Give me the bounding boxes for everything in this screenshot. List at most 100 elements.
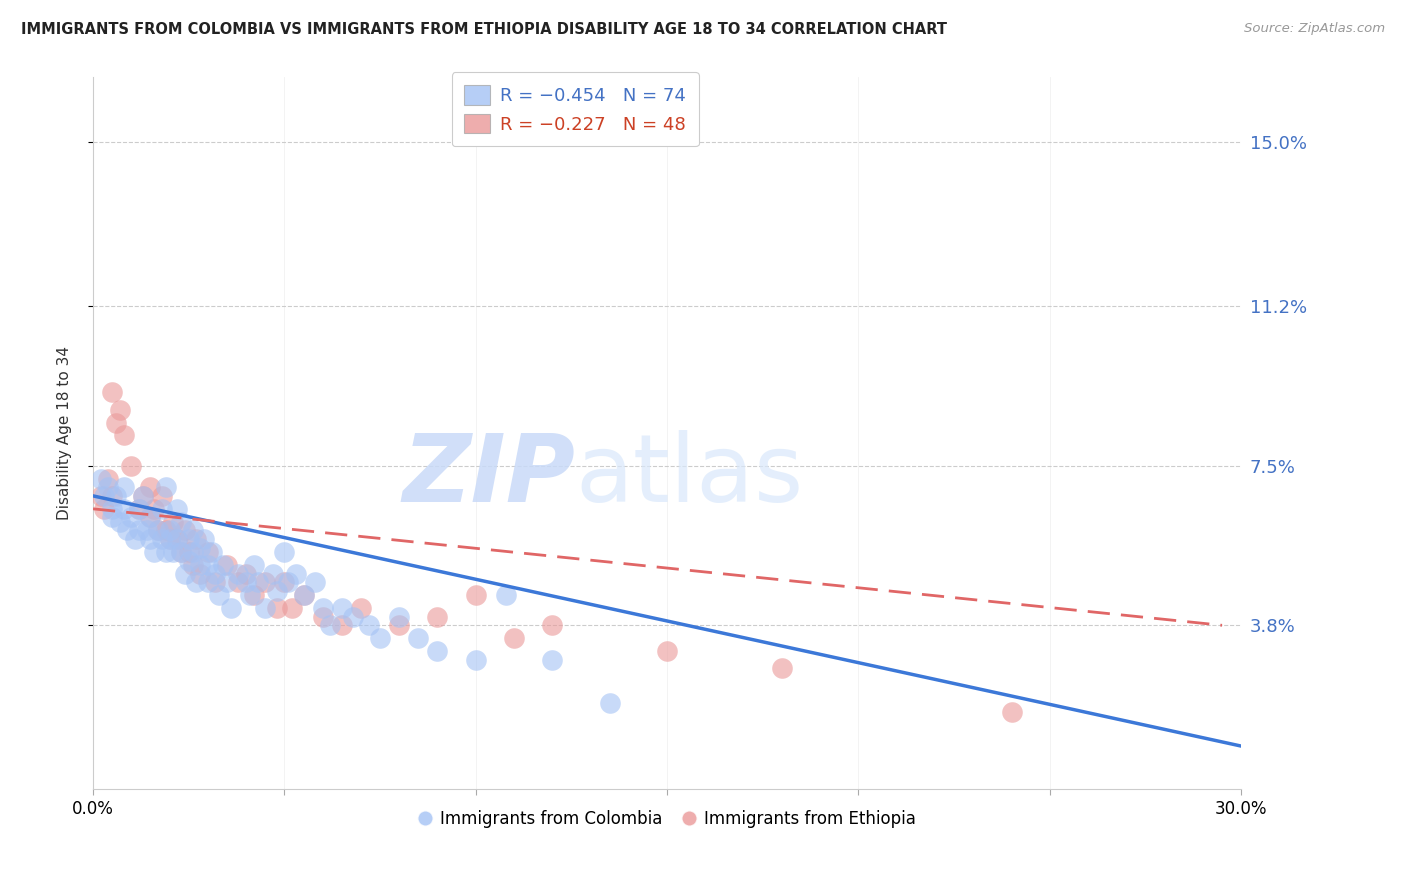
- Point: [242, 558, 264, 572]
- Point: [388, 609, 411, 624]
- Point: [143, 545, 166, 559]
- Point: [166, 532, 188, 546]
- Point: [197, 575, 219, 590]
- Point: [212, 558, 235, 572]
- Point: [166, 501, 188, 516]
- Point: [266, 583, 288, 598]
- Point: [139, 510, 162, 524]
- Point: [330, 618, 353, 632]
- Point: [120, 458, 142, 473]
- Point: [135, 524, 157, 538]
- Point: [503, 632, 526, 646]
- Point: [181, 545, 204, 559]
- Y-axis label: Disability Age 18 to 34: Disability Age 18 to 34: [58, 346, 72, 520]
- Point: [277, 575, 299, 590]
- Point: [117, 524, 139, 538]
- Point: [408, 632, 430, 646]
- Point: [143, 501, 166, 516]
- Point: [188, 541, 211, 555]
- Point: [281, 601, 304, 615]
- Point: [97, 480, 120, 494]
- Point: [541, 653, 564, 667]
- Point: [124, 532, 146, 546]
- Point: [155, 524, 177, 538]
- Point: [357, 618, 380, 632]
- Point: [284, 566, 307, 581]
- Point: [368, 632, 391, 646]
- Point: [173, 566, 195, 581]
- Point: [330, 601, 353, 615]
- Point: [97, 472, 120, 486]
- Point: [150, 489, 173, 503]
- Point: [254, 601, 277, 615]
- Point: [273, 545, 295, 559]
- Point: [235, 575, 257, 590]
- Point: [388, 618, 411, 632]
- Point: [1000, 705, 1022, 719]
- Point: [159, 524, 181, 538]
- Point: [170, 545, 193, 559]
- Point: [181, 558, 204, 572]
- Point: [90, 472, 112, 486]
- Point: [228, 566, 250, 581]
- Point: [128, 501, 150, 516]
- Point: [139, 480, 162, 494]
- Point: [235, 566, 257, 581]
- Point: [311, 601, 333, 615]
- Point: [128, 524, 150, 538]
- Point: [177, 532, 200, 546]
- Point: [93, 489, 115, 503]
- Point: [177, 545, 200, 559]
- Point: [112, 480, 135, 494]
- Point: [177, 553, 200, 567]
- Point: [155, 480, 177, 494]
- Point: [104, 489, 127, 503]
- Point: [242, 588, 264, 602]
- Point: [181, 524, 204, 538]
- Point: [162, 515, 184, 529]
- Point: [159, 532, 181, 546]
- Point: [159, 532, 181, 546]
- Point: [188, 566, 211, 581]
- Point: [541, 618, 564, 632]
- Point: [342, 609, 364, 624]
- Point: [292, 588, 315, 602]
- Point: [173, 524, 195, 538]
- Point: [197, 558, 219, 572]
- Point: [228, 575, 250, 590]
- Point: [150, 501, 173, 516]
- Point: [599, 696, 621, 710]
- Point: [112, 428, 135, 442]
- Point: [101, 385, 124, 400]
- Point: [426, 609, 449, 624]
- Point: [262, 566, 284, 581]
- Point: [101, 510, 124, 524]
- Point: [132, 489, 155, 503]
- Point: [204, 575, 226, 590]
- Legend: Immigrants from Colombia, Immigrants from Ethiopia: Immigrants from Colombia, Immigrants fro…: [412, 803, 922, 834]
- Point: [215, 558, 238, 572]
- Point: [150, 532, 173, 546]
- Point: [101, 489, 124, 503]
- Point: [770, 661, 793, 675]
- Point: [170, 515, 193, 529]
- Point: [426, 644, 449, 658]
- Point: [208, 588, 231, 602]
- Point: [101, 501, 124, 516]
- Text: IMMIGRANTS FROM COLOMBIA VS IMMIGRANTS FROM ETHIOPIA DISABILITY AGE 18 TO 34 COR: IMMIGRANTS FROM COLOMBIA VS IMMIGRANTS F…: [21, 22, 948, 37]
- Text: atlas: atlas: [575, 430, 803, 522]
- Point: [215, 575, 238, 590]
- Point: [246, 575, 269, 590]
- Point: [464, 588, 486, 602]
- Point: [311, 609, 333, 624]
- Point: [464, 653, 486, 667]
- Point: [128, 501, 150, 516]
- Point: [108, 402, 131, 417]
- Point: [112, 501, 135, 516]
- Point: [108, 515, 131, 529]
- Point: [139, 510, 162, 524]
- Point: [655, 644, 678, 658]
- Point: [350, 601, 373, 615]
- Point: [254, 575, 277, 590]
- Point: [104, 416, 127, 430]
